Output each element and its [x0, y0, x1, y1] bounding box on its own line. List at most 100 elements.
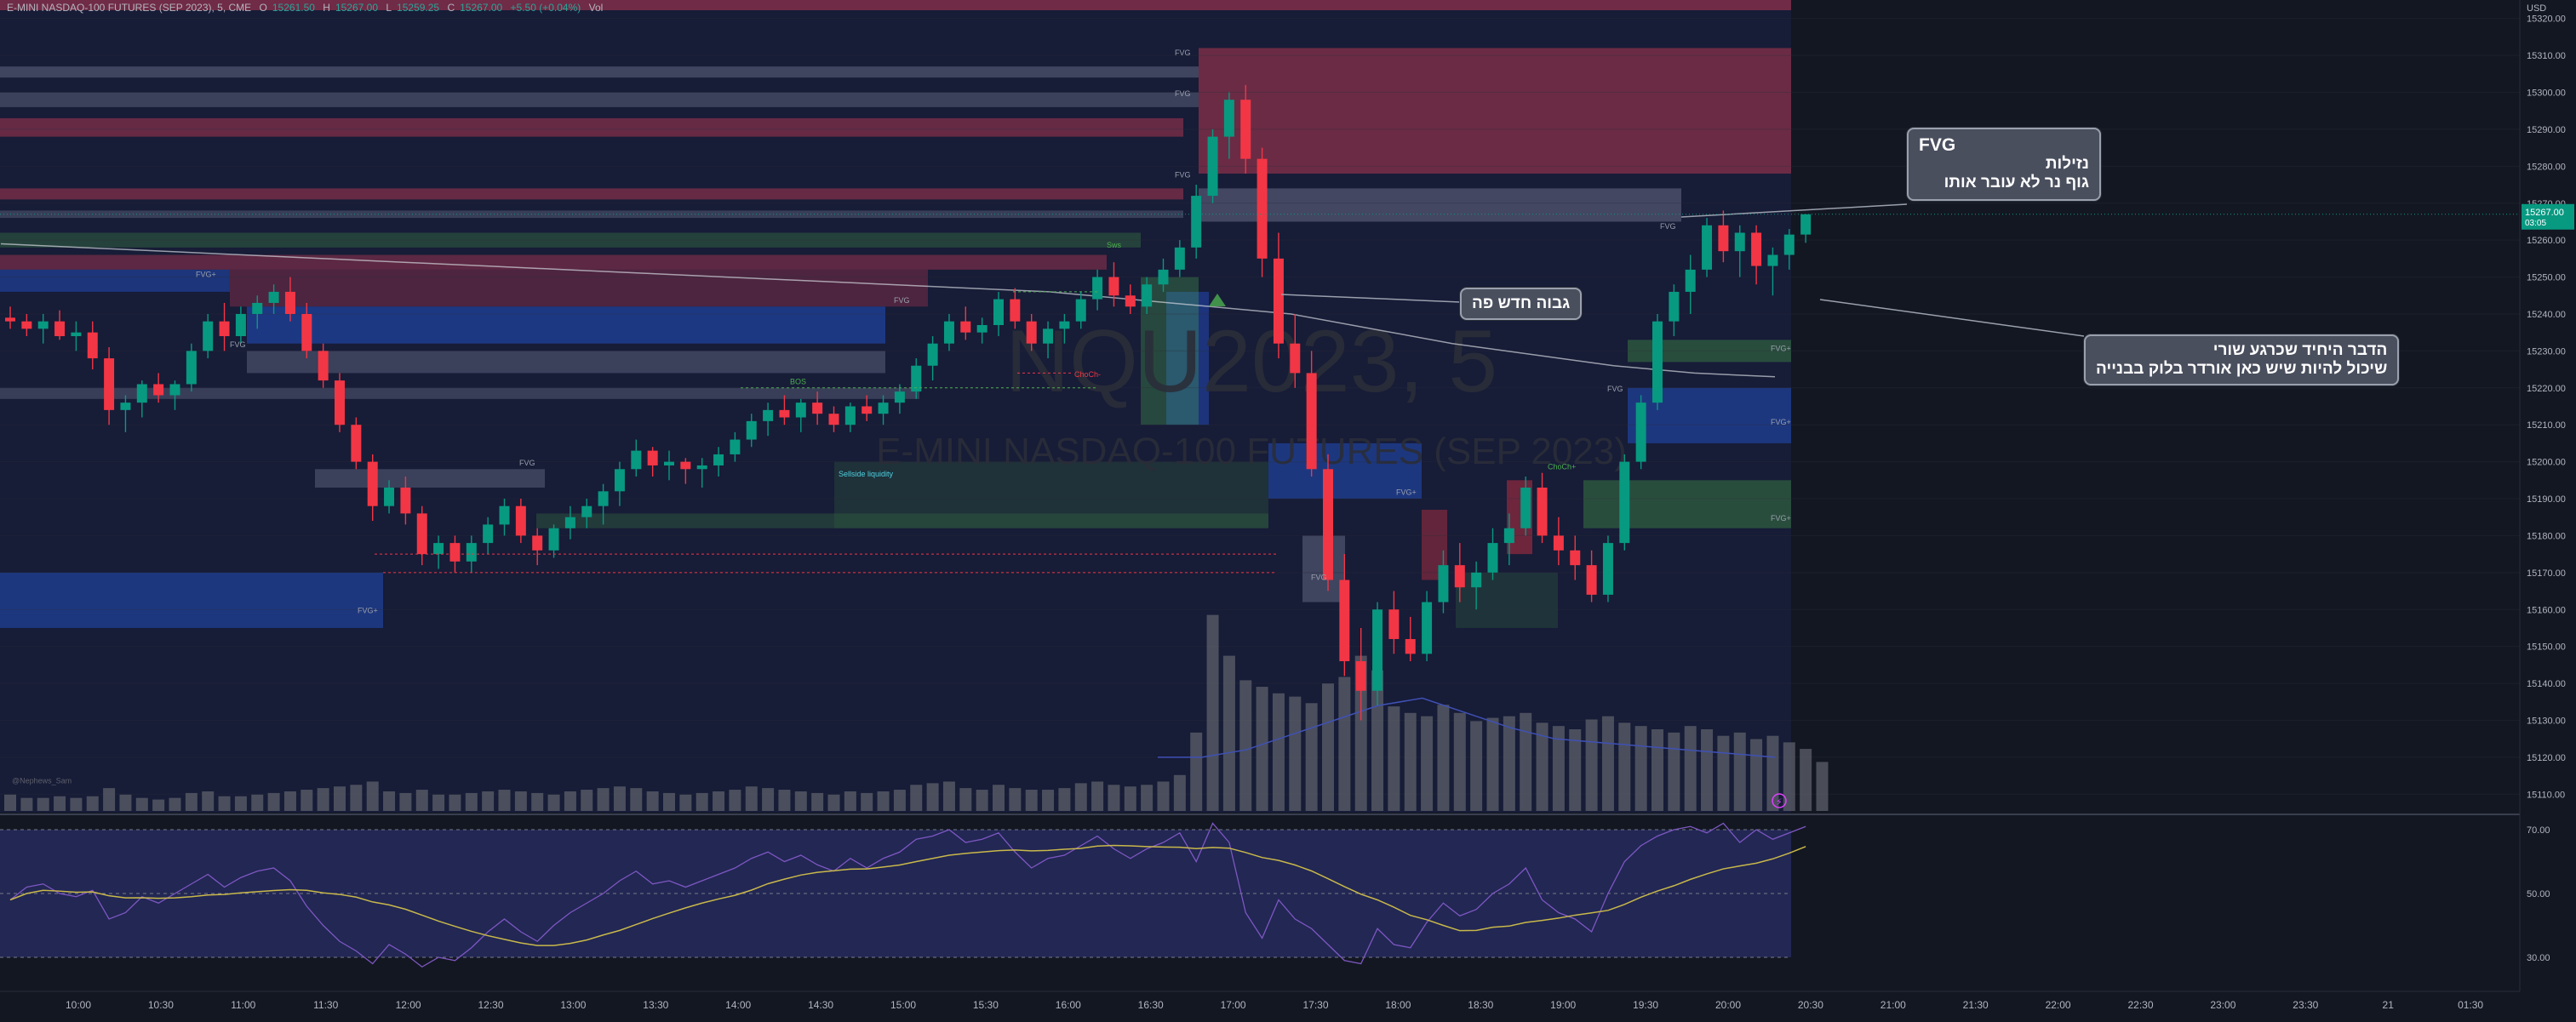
volume-bar	[564, 791, 576, 811]
time-axis[interactable]: 10:00 10:30 11:00 11:30 12:00 12:30 13:00 13:30…	[0, 991, 2520, 1011]
candle-body	[21, 321, 32, 329]
volume-bar	[366, 781, 379, 811]
bear-band-2	[0, 188, 1183, 200]
candle-body	[1388, 609, 1400, 639]
volume-bar	[1520, 712, 1532, 811]
volume-bar	[20, 797, 33, 811]
candle-body	[71, 332, 82, 337]
volume-bar	[794, 791, 807, 811]
fvg-label: FVG	[230, 340, 246, 349]
price-tick-label: 15110.00	[2527, 790, 2565, 800]
price-tick-label: 15210.00	[2527, 420, 2566, 431]
volume-bar	[152, 799, 165, 811]
volume-bar	[1058, 788, 1071, 811]
volume-bar	[1108, 785, 1120, 811]
volume-bar	[103, 788, 116, 811]
candle-body	[499, 505, 510, 525]
fvg-label: FVG	[519, 459, 535, 467]
volume-bar	[1503, 716, 1515, 811]
volume-bar	[498, 790, 511, 811]
candle-body	[1306, 373, 1317, 470]
candle-body	[1174, 247, 1185, 270]
candle-body	[169, 384, 180, 396]
time-tick-label: 11:00	[231, 999, 255, 1011]
volume-bar	[1190, 732, 1203, 811]
price-tick-label: 15120.00	[2527, 753, 2566, 763]
callout-fvg-line2: גוף נר לא עובר אותו	[1943, 174, 2089, 191]
candle-body	[1092, 277, 1103, 300]
time-tick-label: 12:00	[396, 999, 421, 1011]
volume-bar	[334, 786, 346, 811]
callout-bearish[interactable]: הדבר היחיד שכרגע שורי שיכול להיות שיש כא…	[2084, 334, 2400, 385]
time-tick-label: 20:00	[1715, 999, 1741, 1011]
price-tick-label: 15320.00	[2527, 14, 2566, 25]
callout-bearish-pointer	[1819, 299, 2085, 337]
volume-bar	[1684, 726, 1697, 811]
volume-bar	[37, 797, 49, 811]
candle-body	[1520, 488, 1531, 528]
candle-body	[1800, 214, 1812, 235]
volume-bar	[976, 790, 988, 811]
volume-bar	[399, 792, 412, 811]
volume-bar	[696, 792, 708, 811]
volume-bar	[86, 796, 99, 811]
candle-body	[1355, 661, 1366, 691]
open-value: 15261.50	[272, 2, 315, 14]
volume-bar	[910, 785, 923, 811]
candle-body	[1191, 196, 1202, 248]
bear-fvg-zone	[1199, 48, 1791, 174]
volume-bar	[1239, 680, 1252, 811]
candle-body	[862, 406, 873, 414]
volume-bar	[185, 792, 197, 811]
lightning-icon: ⚡	[1776, 797, 1783, 808]
candle-body	[203, 321, 214, 351]
volume-bar	[1536, 722, 1548, 811]
volume-bar	[1453, 712, 1466, 811]
triangle-marker	[1209, 294, 1226, 306]
bear-band-3	[0, 254, 1107, 270]
candle-body	[1619, 461, 1630, 544]
blue-volume-box	[1166, 291, 1209, 425]
candle-body	[1372, 609, 1383, 691]
time-tick-label: 12:30	[478, 999, 503, 1011]
lightning-icon	[1772, 793, 1787, 808]
volume-bar	[1042, 790, 1055, 811]
price-tick-label: 15280.00	[2527, 162, 2566, 172]
candle-body	[812, 403, 823, 414]
callout-fvg[interactable]: FVG נזילות גוף נר לא עובר אותו	[1907, 128, 2101, 201]
candle-body	[433, 543, 444, 555]
volume-bar	[646, 791, 659, 811]
volume-bar	[1354, 655, 1367, 811]
price-tick-label: 15220.00	[2527, 384, 2566, 394]
open-label: O	[259, 2, 267, 14]
volume-bar	[119, 794, 132, 811]
price-tick-label: 15130.00	[2527, 716, 2566, 726]
volume-bar	[663, 792, 675, 811]
volume-bar	[1701, 729, 1714, 811]
volume-bar	[234, 796, 247, 811]
volume-bar	[811, 792, 824, 811]
symbol-name[interactable]: E-MINI NASDAQ-100 FUTURES (SEP 2023), 5,…	[7, 2, 252, 14]
low-value: 15259.25	[397, 2, 440, 14]
callout-fvg-title: FVG	[1919, 135, 1956, 155]
candle-body	[1602, 543, 1613, 595]
volume-bar	[613, 786, 626, 811]
grey-zone-mid	[247, 351, 885, 374]
time-tick-label: 15:30	[973, 999, 999, 1011]
callout-new-high[interactable]: גבוה חדש פה	[1460, 288, 1583, 320]
candle-body	[878, 403, 889, 414]
bear-band-1	[0, 117, 1183, 137]
volume-bar	[1009, 788, 1022, 811]
fvg-label: FVG	[1607, 385, 1623, 393]
volume-bar	[415, 790, 428, 811]
candle-body	[1751, 232, 1762, 266]
volume-bar	[301, 790, 313, 811]
candle-body	[894, 391, 905, 403]
watermark-symbol: NQU2023, 5	[1005, 312, 1497, 411]
grey-line-3	[0, 210, 1183, 219]
volume-bar	[267, 792, 280, 811]
fvg-label: FVG	[894, 296, 910, 305]
